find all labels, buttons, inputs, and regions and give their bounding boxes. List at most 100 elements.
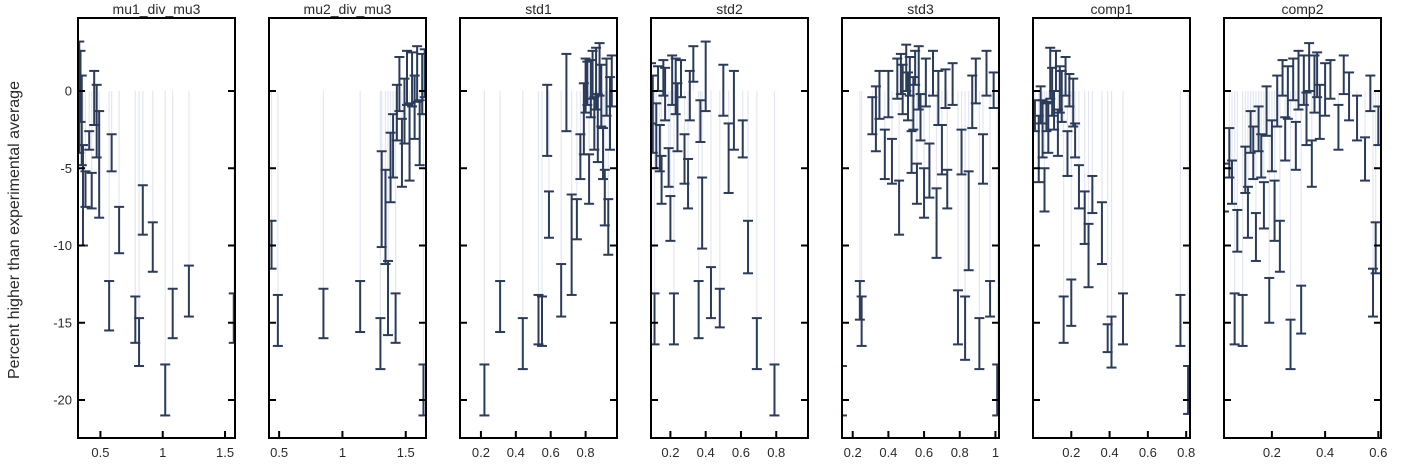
error-bar — [663, 147, 674, 188]
x-tick-label: 0.4 — [697, 445, 715, 460]
error-bar — [167, 287, 178, 340]
error-bar — [596, 63, 607, 128]
error-bar — [84, 130, 95, 151]
error-bar — [584, 153, 595, 205]
error-bar — [1037, 99, 1048, 159]
error-bar — [1183, 365, 1190, 415]
error-bar — [920, 57, 931, 108]
panel-comp2: comp2 0.2 0.4 0.6 — [1223, 1, 1387, 460]
error-bar — [883, 69, 894, 119]
error-bar — [272, 293, 283, 347]
error-bar — [394, 56, 405, 113]
error-bar — [842, 365, 847, 417]
x-tick-label: 0.4 — [1101, 445, 1119, 460]
panel-frame — [1223, 17, 1382, 439]
error-bar — [1224, 162, 1229, 213]
x-tick-label: 0.2 — [1263, 445, 1281, 460]
error-bar — [603, 198, 614, 256]
error-bar — [913, 45, 924, 111]
x-tick-label: 0.5 — [91, 445, 109, 460]
error-bar — [1068, 77, 1079, 128]
panel-marks — [269, 45, 426, 417]
error-bar — [517, 317, 528, 371]
error-bar — [940, 68, 951, 109]
error-bar — [751, 317, 762, 371]
error-bar — [728, 69, 739, 151]
panel-frame — [459, 17, 618, 439]
error-bar — [1258, 181, 1269, 230]
error-bar — [1070, 122, 1081, 159]
x-tick-label: 0.8 — [767, 445, 785, 460]
error-bar — [1365, 74, 1376, 113]
error-bar — [1282, 65, 1293, 120]
error-bar — [1352, 94, 1363, 142]
panel-marks — [78, 40, 235, 417]
panel-frame — [1032, 17, 1191, 439]
error-bar — [495, 280, 506, 334]
error-bar — [1373, 105, 1381, 147]
error-bar — [556, 263, 567, 318]
error-bar — [114, 205, 125, 255]
error-bar — [1266, 119, 1277, 173]
error-bar — [78, 49, 86, 123]
error-bar — [228, 292, 235, 344]
error-bar — [924, 142, 935, 199]
error-bar — [683, 157, 694, 210]
error-bar — [1274, 219, 1285, 273]
error-bar — [737, 119, 748, 159]
y-tick-label: -15 — [53, 315, 72, 330]
x-tick-label: 0.6 — [542, 445, 560, 460]
y-tick-label: -20 — [53, 393, 72, 408]
error-bar — [1073, 164, 1084, 210]
error-bar — [1272, 74, 1283, 128]
x-tick-label: 1 — [339, 445, 346, 460]
error-bar — [970, 57, 981, 105]
error-bar — [1269, 179, 1280, 242]
error-bar — [714, 287, 725, 329]
error-bar — [658, 59, 669, 97]
error-bar — [874, 69, 885, 120]
x-tick-label: 0.2 — [472, 445, 490, 460]
error-bar — [571, 198, 582, 241]
x-tick-label: 0.2 — [661, 445, 679, 460]
error-bar — [418, 363, 426, 417]
panel-title: comp2 — [1281, 1, 1323, 17]
error-bar — [594, 42, 605, 97]
error-bar — [419, 48, 426, 99]
error-bar — [104, 280, 115, 332]
error-bar — [1293, 49, 1304, 111]
error-bar — [1320, 62, 1331, 117]
error-bar — [977, 133, 988, 185]
error-bar — [1229, 292, 1240, 346]
error-bar — [1264, 276, 1275, 324]
error-bar — [985, 280, 996, 318]
error-bar — [1083, 222, 1094, 289]
error-bar — [1062, 130, 1073, 177]
error-bar — [981, 49, 992, 97]
error-bar — [911, 162, 922, 205]
error-bar — [1226, 159, 1237, 205]
error-bar — [390, 292, 401, 344]
error-bar — [479, 363, 490, 417]
panel-title: std3 — [907, 1, 934, 17]
error-bar — [1237, 293, 1248, 347]
error-bar — [137, 184, 148, 236]
error-bar — [651, 62, 656, 125]
x-tick-label: 0.4 — [507, 445, 525, 460]
error-bar — [947, 62, 958, 106]
error-bar — [695, 99, 706, 143]
error-bar — [675, 59, 686, 99]
error-bar — [670, 57, 681, 116]
error-bar — [1039, 167, 1050, 213]
panel-title: mu1_div_mu3 — [113, 1, 201, 17]
panel-marks — [1033, 46, 1190, 415]
error-bar — [1041, 102, 1052, 133]
error-bar — [1338, 54, 1349, 96]
error-bar — [668, 292, 679, 346]
error-bar — [1248, 125, 1259, 181]
error-bar — [654, 123, 665, 173]
error-bar — [1250, 212, 1261, 262]
panel-comp1: comp1 0.2 0.4 0.6 0.8 — [1032, 1, 1195, 460]
panel-mu2_div_mu3: mu2_div_mu3 0.5 1 1.5 — [268, 1, 427, 460]
